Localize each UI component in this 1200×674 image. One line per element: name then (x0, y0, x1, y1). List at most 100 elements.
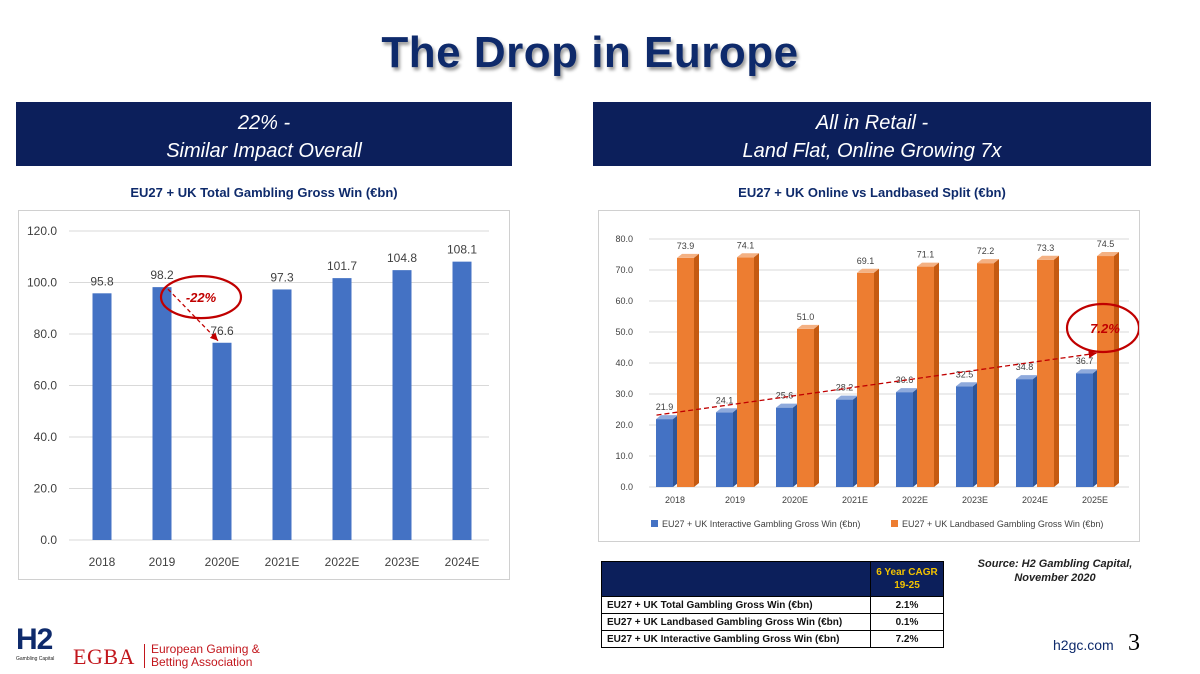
table-row: EU27 + UK Interactive Gambling Gross Win… (601, 630, 944, 648)
y-tick-label: 10.0 (615, 451, 633, 461)
x-tick-label: 2018 (665, 495, 685, 505)
data-label: 101.7 (327, 259, 357, 273)
y-tick-label: 80.0 (615, 234, 633, 244)
left-banner: 22% - Similar Impact Overall (16, 102, 512, 166)
page-number: 3 (1128, 630, 1140, 656)
x-tick-label: 2021E (265, 555, 300, 569)
y-tick-label: 40.0 (34, 430, 58, 444)
data-label: 74.5 (1097, 239, 1115, 249)
data-label: 74.1 (737, 240, 755, 250)
bar-side-face (874, 268, 879, 487)
cagr-table: 6 Year CAGR 19-25 EU27 + UK Total Gambli… (601, 561, 944, 648)
cagr-header-blank (601, 561, 871, 597)
egba-association: European Gaming & Betting Association (151, 643, 260, 669)
bar (656, 419, 673, 487)
bar-top-face (776, 403, 798, 408)
data-label: 21.9 (656, 402, 674, 412)
left-banner-line1: 22% - (237, 112, 291, 134)
x-tick-label: 2019 (725, 495, 745, 505)
right-banner-line1: All in Retail - (815, 112, 929, 134)
drop-highlight-ellipse (159, 275, 243, 320)
data-label: 108.1 (447, 243, 477, 257)
y-tick-label: 0.0 (620, 482, 633, 492)
data-label: 36.7 (1076, 356, 1094, 366)
bar (212, 342, 232, 540)
x-tick-label: 2020E (205, 555, 240, 569)
footer-url[interactable]: h2gc.com (1053, 637, 1114, 653)
bar-side-face (1054, 255, 1059, 487)
h2-logo-text: H2 (16, 623, 53, 656)
bar-side-face (1033, 375, 1038, 487)
x-tick-label: 2021E (842, 495, 868, 505)
cagr-row-value: 0.1% (870, 613, 944, 631)
cagr-row-label: EU27 + UK Interactive Gambling Gross Win… (601, 630, 871, 648)
data-label: 71.1 (917, 250, 935, 260)
legend-label: EU27 + UK Interactive Gambling Gross Win… (662, 519, 860, 529)
data-label: 98.2 (150, 268, 174, 282)
drop-arrow (167, 288, 219, 342)
bar (797, 328, 814, 487)
bar (332, 278, 352, 540)
bar (896, 392, 913, 487)
bar-top-face (737, 253, 759, 258)
online-landbased-split-chart: 0.0 10.0 20.0 30.0 40.0 50.0 60.0 70.0 80.0 21.9 7… (598, 210, 1140, 542)
bar-top-face (896, 388, 918, 393)
bar-side-face (694, 253, 699, 487)
y-tick-label: 20.0 (615, 420, 633, 430)
data-label: 73.3 (1037, 243, 1055, 253)
bar-side-face (733, 408, 738, 487)
legend-swatch (891, 520, 898, 527)
x-tick-label: 2022E (902, 495, 928, 505)
bar-side-face (1093, 369, 1098, 487)
data-label: 73.9 (677, 241, 695, 251)
left-banner-line2: Similar Impact Overall (166, 140, 362, 162)
x-tick-label: 2025E (1082, 495, 1108, 505)
bar-top-face (677, 253, 699, 258)
total-gross-win-svg: 0.0 20.0 40.0 60.0 80.0 100.0 120.0 95.8 2018 98.… (27, 224, 489, 569)
total-chart-title: EU27 + UK Total Gambling Gross Win (€bn) (130, 185, 398, 200)
x-tick-label: 2023E (385, 555, 420, 569)
bar-side-face (973, 382, 978, 487)
bar (677, 257, 694, 487)
bar (836, 399, 853, 487)
data-label: 72.2 (977, 246, 995, 256)
bar (452, 261, 472, 540)
h2-logo-sub: Gambling Capital (16, 656, 55, 662)
bar (392, 270, 412, 540)
x-tick-label: 2018 (89, 555, 116, 569)
bar-side-face (913, 388, 918, 487)
bar-top-face (656, 415, 678, 420)
x-tick-label: 2024E (1022, 495, 1048, 505)
cagr-row-value: 2.1% (870, 596, 944, 614)
bar-top-face (1037, 255, 1059, 260)
data-label: 34.8 (1016, 362, 1034, 372)
total-gross-win-chart: 0.0 20.0 40.0 60.0 80.0 100.0 120.0 95.8 2018 98.… (18, 210, 510, 580)
bar-top-face (1097, 252, 1119, 257)
bar (956, 386, 973, 487)
x-tick-label: 2022E (325, 555, 360, 569)
bar-top-face (956, 382, 978, 387)
x-tick-label: 2019 (149, 555, 176, 569)
online-landbased-svg: 0.0 10.0 20.0 30.0 40.0 50.0 60.0 70.0 80.0 21.9 7… (615, 234, 1139, 529)
data-label: 32.5 (956, 369, 974, 379)
cagr-header: 6 Year CAGR 19-25 (870, 561, 944, 597)
bar-top-face (977, 259, 999, 264)
cagr-highlight-ellipse (1065, 302, 1139, 354)
y-tick-label: 40.0 (615, 358, 633, 368)
cagr-row-label: EU27 + UK Landbased Gambling Gross Win (… (601, 613, 871, 631)
right-banner-line2: Land Flat, Online Growing 7x (742, 140, 1002, 162)
y-tick-label: 30.0 (615, 389, 633, 399)
bar-side-face (673, 415, 678, 487)
y-tick-label: 50.0 (615, 327, 633, 337)
bar-side-face (1114, 252, 1119, 487)
cagr-row-label: EU27 + UK Total Gambling Gross Win (€bn) (601, 596, 871, 614)
y-tick-label: 60.0 (34, 379, 58, 393)
y-tick-label: 80.0 (34, 327, 58, 341)
bar-side-face (853, 395, 858, 487)
bar (716, 412, 733, 487)
table-row: EU27 + UK Total Gambling Gross Win (€bn)… (601, 596, 944, 614)
cagr-header-line2: 19-25 (894, 580, 920, 591)
y-tick-label: 120.0 (27, 224, 57, 238)
egba-divider (144, 644, 145, 668)
bar (737, 257, 754, 487)
